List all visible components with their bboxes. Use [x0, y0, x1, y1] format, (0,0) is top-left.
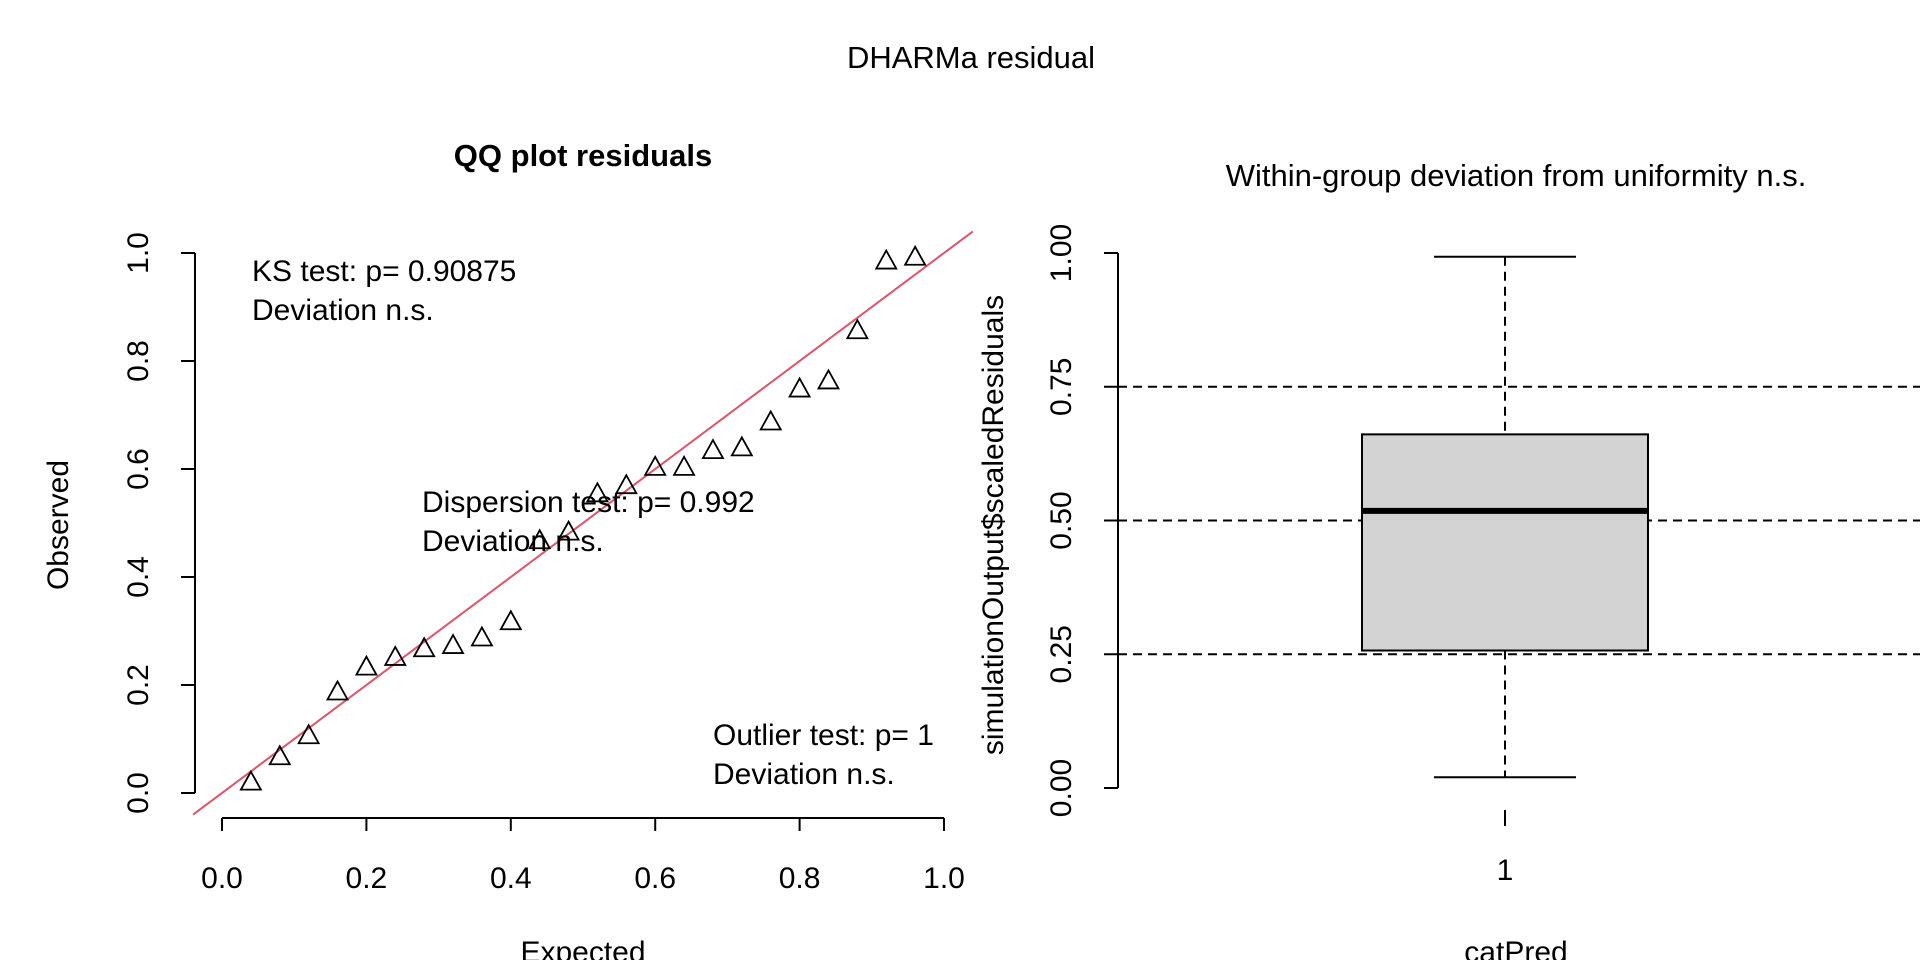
qq-x-tick-label: 1.0 [923, 862, 965, 895]
qq-reference-line [192, 230, 974, 816]
qq-point [499, 609, 523, 631]
qq-y-axis-title: Observed [42, 460, 75, 590]
qq-point [441, 633, 465, 654]
boxplot-y-tick-label: 0.00 [1045, 759, 1078, 817]
qq-x-tick-label: 0.0 [201, 862, 243, 895]
figure-title: DHARMa residual [847, 40, 1095, 75]
qq-points [239, 244, 927, 791]
qq-x-tick-label: 0.2 [346, 862, 388, 895]
qq-point [557, 519, 581, 541]
qq-point [268, 744, 292, 766]
qq-plot-title: QQ plot residuals [454, 138, 712, 173]
qq-point [730, 435, 754, 457]
boxplot-y-axis: 0.00 0.25 0.50 0.75 1.00 [1045, 224, 1119, 817]
qq-point [354, 654, 378, 676]
qq-point [325, 679, 350, 701]
qq-reference-line [192, 230, 974, 816]
qq-annotation-line: Deviation n.s. [713, 758, 895, 791]
qq-annotations: KS test: p= 0.90875 Deviation n.s. Dispers… [252, 255, 934, 791]
qq-x-tick-label: 0.4 [490, 862, 532, 895]
boxplot-iqr-box [1361, 433, 1649, 652]
qq-plot-panel: QQ plot residuals 0.0 0.2 0.4 0.6 0.8 1.0 0.0… [42, 138, 974, 960]
qq-x-axis: 0.0 0.2 0.4 0.6 0.8 1.0 [201, 817, 965, 895]
qq-point [614, 473, 638, 495]
qq-point [643, 454, 667, 476]
qq-point [845, 318, 869, 340]
boxplot-x-axis-title: catPred [1464, 936, 1567, 960]
qq-y-tick-label: 0.4 [122, 556, 155, 598]
qq-point [759, 409, 783, 431]
qq-y-tick-label: 0.6 [122, 448, 155, 490]
boxplot-y-axis-title: simulationOutput$scaledResiduals [977, 295, 1010, 755]
qq-point [874, 248, 898, 270]
qq-point [239, 769, 263, 791]
qq-point [903, 244, 927, 266]
boxplot-title: Within-group deviation from uniformity n… [1226, 158, 1807, 193]
qq-point [701, 438, 725, 460]
qq-point [672, 454, 696, 476]
qq-annotation-line: KS test: p= 0.90875 [252, 255, 516, 288]
qq-annotation-line: Deviation n.s. [252, 294, 434, 327]
qq-point [528, 528, 552, 550]
qq-y-axis: 0.0 0.2 0.4 0.6 0.8 1.0 [122, 232, 196, 814]
qq-annotation-line: Dispersion test: p= 0.992 [422, 486, 755, 519]
qq-annotation-line: Deviation n.s. [422, 525, 604, 558]
boxplot-y-tick-label: 0.25 [1045, 625, 1078, 683]
qq-point [470, 625, 494, 647]
boxplot-y-tick-label: 0.50 [1045, 491, 1078, 549]
qq-x-tick-label: 0.6 [634, 862, 676, 895]
boxplot-box [1361, 255, 1649, 779]
qq-point [297, 723, 321, 745]
qq-y-tick-label: 0.8 [122, 340, 155, 382]
qq-point [816, 368, 841, 390]
boxplot-x-tick-label: 1 [1497, 854, 1514, 887]
qq-y-tick-label: 0.0 [122, 772, 155, 814]
qq-point [585, 481, 609, 503]
boxplot-panel: Within-group deviation from uniformity n… [977, 158, 1920, 960]
qq-y-tick-label: 0.2 [122, 664, 155, 706]
qq-point [788, 376, 812, 398]
qq-point [412, 636, 436, 658]
qq-x-axis-title: Expected [520, 936, 645, 960]
boxplot-y-tick-label: 1.00 [1045, 224, 1078, 282]
qq-annotation-line: Outlier test: p= 1 [713, 719, 934, 752]
qq-point [383, 645, 407, 666]
boxplot-x-axis: 1 [1497, 810, 1514, 887]
qq-x-tick-label: 0.8 [779, 862, 821, 895]
boxplot-y-tick-label: 0.75 [1045, 358, 1078, 416]
qq-y-tick-label: 1.0 [122, 232, 155, 274]
boxplot-reference-lines [1118, 385, 1920, 656]
